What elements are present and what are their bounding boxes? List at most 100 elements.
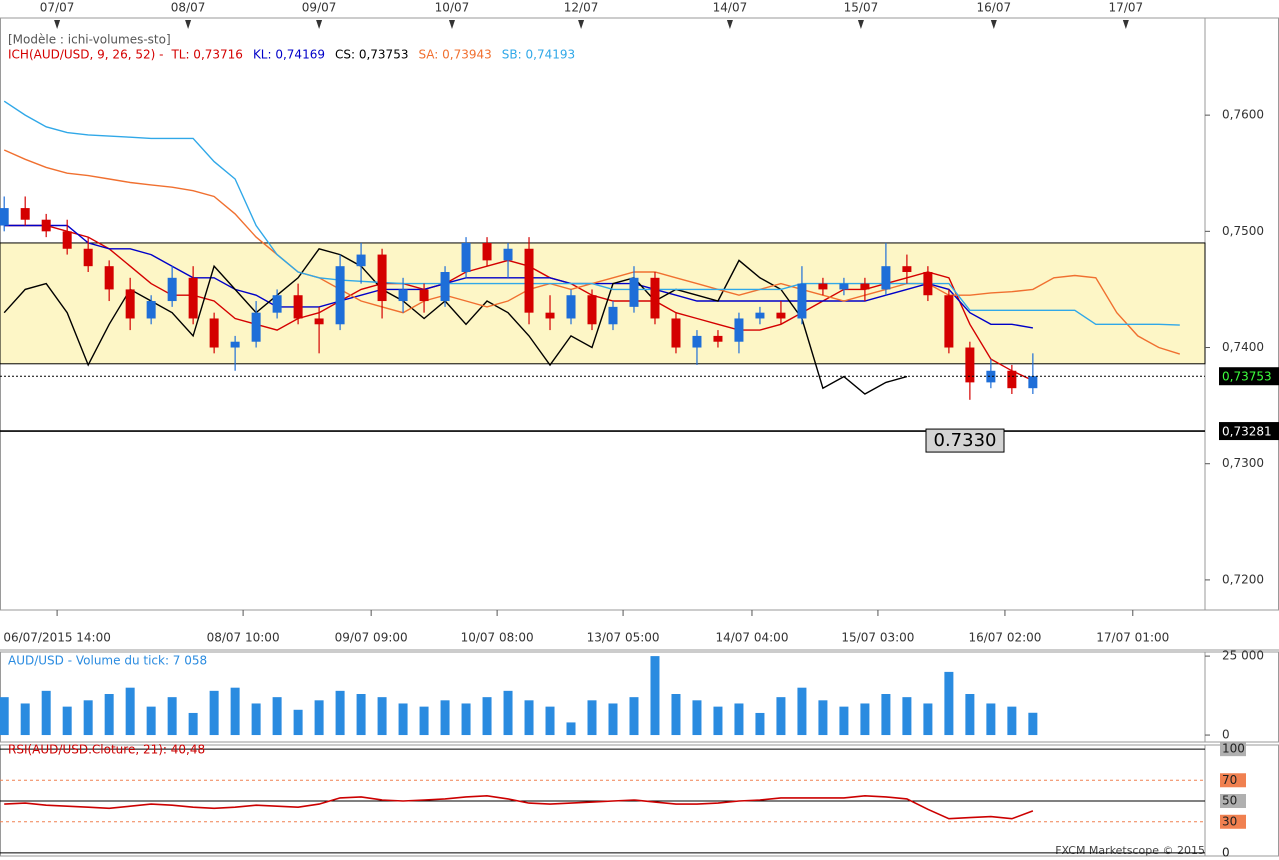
top-tick <box>185 20 192 29</box>
price-box <box>1219 422 1279 441</box>
top-tick-label: 09/07 <box>302 1 337 15</box>
volume-bar <box>965 694 975 736</box>
candle-body <box>839 283 849 290</box>
candle-body <box>881 266 891 290</box>
candle-body <box>1028 376 1038 389</box>
indicator-line <box>4 224 1034 329</box>
top-tick-label: 14/07 <box>713 1 748 15</box>
candle-body <box>629 277 639 307</box>
candle-body <box>209 318 219 348</box>
legend-entry: CS: 0,73753 <box>335 48 408 62</box>
candle-body <box>1007 370 1017 389</box>
volume-bar <box>503 690 513 736</box>
top-tick-label: 07/07 <box>40 1 75 15</box>
candle-body <box>986 370 996 383</box>
candle-body <box>0 208 9 226</box>
top-tick-label: 12/07 <box>564 1 599 15</box>
indicator-label: ICH(AUD/USD, 9, 26, 52) - <box>8 48 163 62</box>
candle-body <box>524 248 534 313</box>
candle-body <box>923 271 933 296</box>
volume-bar <box>671 694 681 736</box>
candle-body <box>125 289 135 319</box>
volume-bar <box>272 697 282 736</box>
zone <box>0 242 1206 365</box>
top-tick-label: 15/07 <box>844 1 879 15</box>
candle-body <box>650 277 660 319</box>
candle-body <box>272 295 282 313</box>
tick-box <box>1220 742 1246 757</box>
y-tick-label: 0,7200 <box>1222 572 1264 586</box>
volume-bar <box>398 703 408 736</box>
volume-bar <box>125 687 135 736</box>
volume-bar <box>797 687 807 736</box>
rsi-line <box>4 794 1034 820</box>
candle-body <box>671 318 681 348</box>
volume-bar <box>461 703 471 736</box>
top-tick-label: 10/07 <box>435 1 470 15</box>
volume-bar <box>587 700 597 736</box>
candle-body <box>314 318 324 325</box>
volume-bar <box>818 700 828 736</box>
volume-bar <box>440 700 450 736</box>
volume-bar <box>377 697 387 736</box>
volume-bar <box>293 709 303 736</box>
volume-bar <box>83 700 93 736</box>
candle-body <box>104 266 114 290</box>
candle-body <box>398 289 408 302</box>
volume-bar <box>1007 706 1017 736</box>
y-tick-label: 0 <box>1222 728 1230 742</box>
volume-bar <box>650 656 660 736</box>
candle-body <box>62 231 72 249</box>
top-tick <box>316 20 323 29</box>
volume-bar <box>482 697 492 736</box>
annotation-box <box>925 428 1005 453</box>
candle-body <box>566 295 576 319</box>
candle-body <box>902 266 912 272</box>
price-label: 0,73281 <box>1222 425 1272 439</box>
top-tick <box>578 20 585 29</box>
candle-body <box>503 248 513 261</box>
volume-bar <box>755 712 765 736</box>
volume-bar <box>20 703 30 736</box>
candle-body <box>482 242 492 261</box>
top-tick <box>1122 20 1129 29</box>
x-tick-label: 06/07/2015 14:00 <box>3 631 111 645</box>
volume-bar <box>419 706 429 736</box>
candle-body <box>440 271 450 302</box>
volume-bar <box>629 697 639 736</box>
volume-bar <box>923 703 933 736</box>
y-tick-label: 0,7600 <box>1222 108 1264 122</box>
candle-body <box>734 318 744 342</box>
candle-body <box>356 254 366 267</box>
panel-title: RSI(AUD/USD.Cloture, 21): 40,48 <box>8 743 205 757</box>
candle-body <box>776 312 786 319</box>
tick-box <box>1220 773 1246 788</box>
x-tick-label: 16/07 02:00 <box>968 631 1041 645</box>
volume-bar <box>146 706 156 736</box>
y-tick-label: 0,7300 <box>1222 456 1264 470</box>
candle-body <box>860 283 870 290</box>
candle-body <box>167 277 177 302</box>
volume-bar <box>944 671 954 736</box>
model-label: [Modèle : ichi-volumes-sto] <box>8 33 171 47</box>
volume-bar <box>0 697 9 736</box>
y-tick-label: 70 <box>1222 773 1237 787</box>
volume-bar <box>692 700 702 736</box>
x-tick-label: 17/07 01:00 <box>1096 631 1169 645</box>
price-label: 0,73753 <box>1222 370 1272 384</box>
candle-body <box>335 266 345 325</box>
x-tick-label: 15/07 03:00 <box>841 631 914 645</box>
y-tick-label: 0,7400 <box>1222 340 1264 354</box>
candle-body <box>251 312 261 342</box>
candle-body <box>965 347 975 383</box>
volume-bar <box>881 694 891 736</box>
y-tick-label: 25 000 <box>1222 649 1264 663</box>
volume-bar <box>41 690 51 736</box>
volume-bar <box>713 706 723 736</box>
candle-body <box>83 248 93 267</box>
x-tick-label: 10/07 08:00 <box>461 631 534 645</box>
top-tick <box>54 20 61 29</box>
volume-bar <box>251 703 261 736</box>
candle-body <box>188 277 198 319</box>
candle-body <box>293 295 303 319</box>
